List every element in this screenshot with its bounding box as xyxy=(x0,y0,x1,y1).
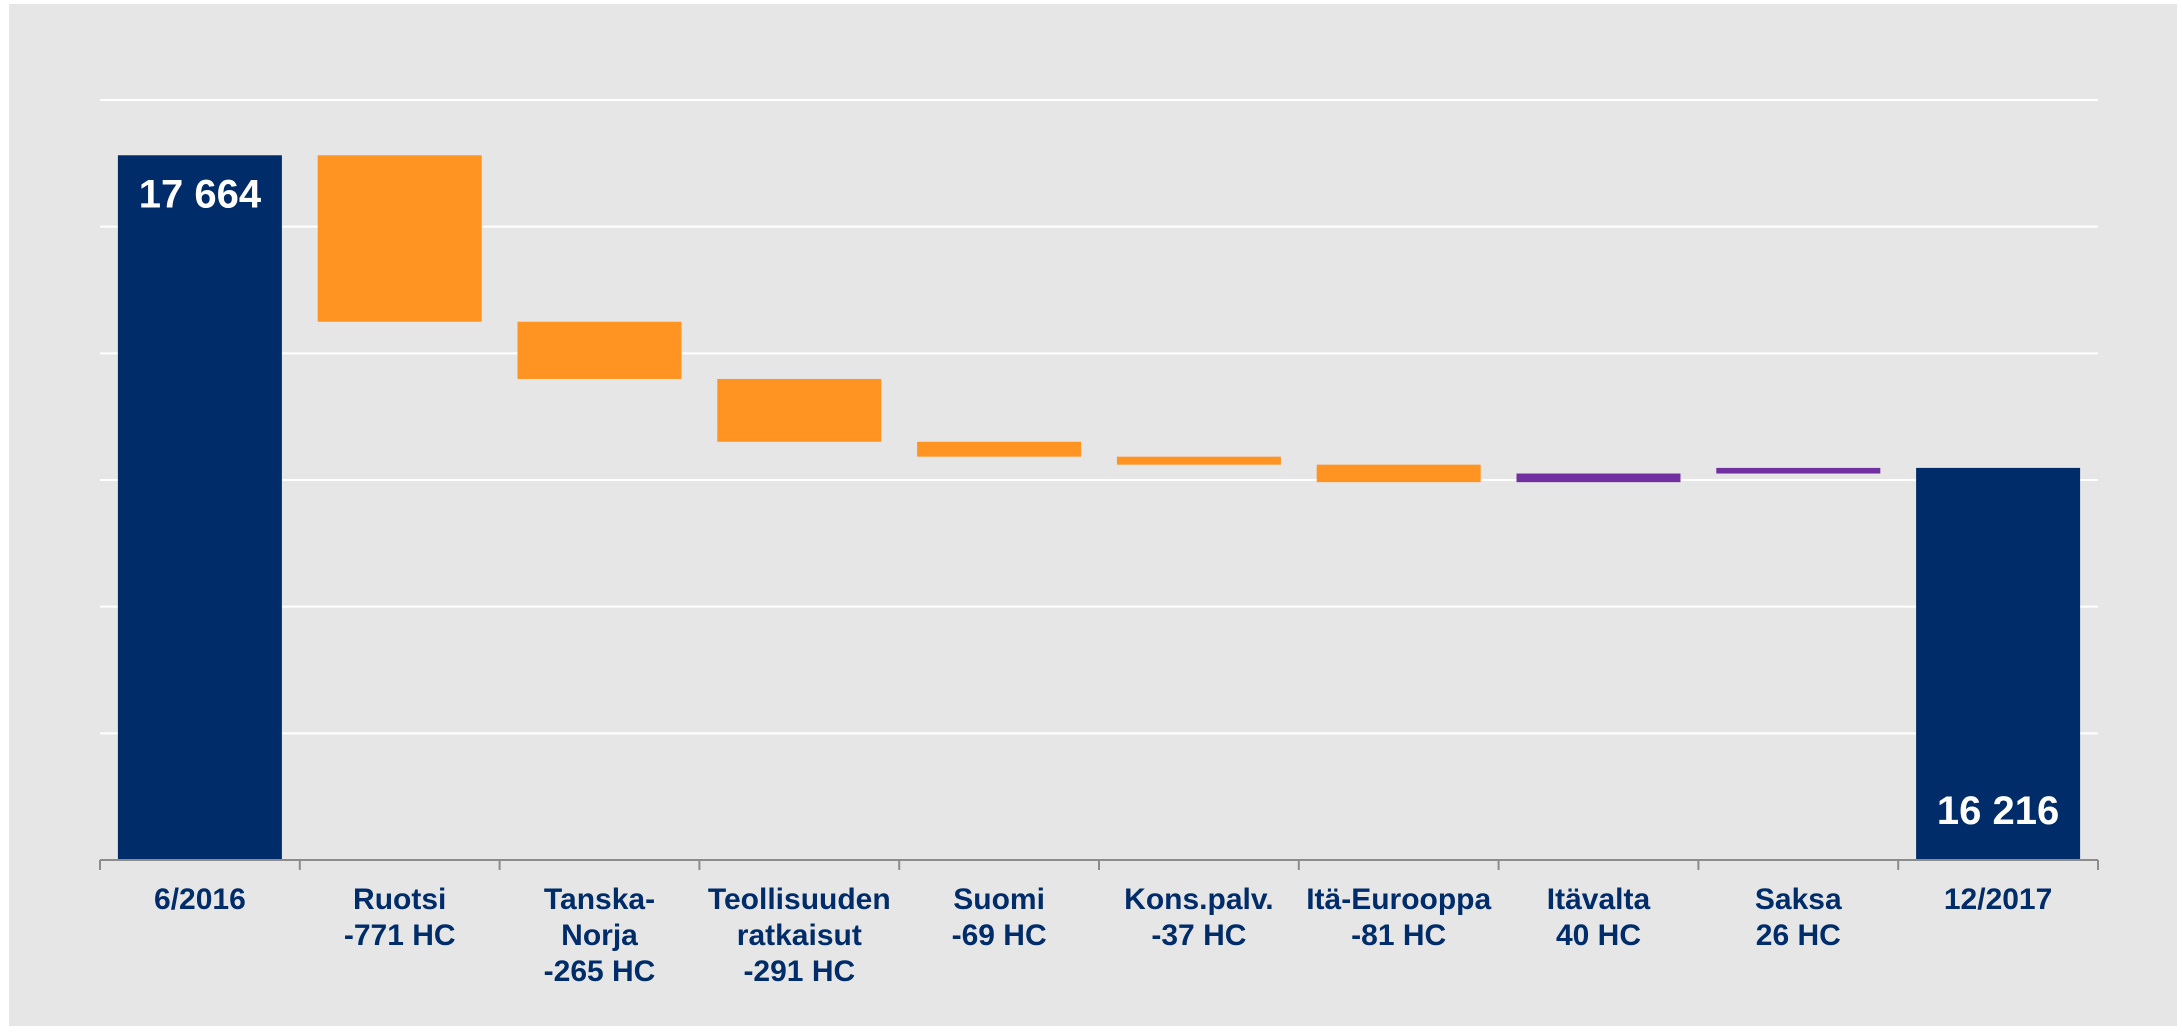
x-tick-label-line: -291 HC xyxy=(743,955,855,988)
x-tick-label-line: -69 HC xyxy=(952,919,1047,952)
x-tick-label: Teollisuuden ratkaisut -291 HC xyxy=(708,883,891,988)
x-tick-label-line: 40 HC xyxy=(1556,919,1641,952)
x-tick-label-line: Suomi xyxy=(953,883,1045,916)
decrease-bar xyxy=(1316,464,1481,483)
x-tick-label: Suomi -69 HC xyxy=(952,883,1047,952)
total-bar xyxy=(1916,467,2081,860)
x-tick-label-line: 26 HC xyxy=(1756,919,1841,952)
x-tick-label: Itä-Eurooppa -81 HC xyxy=(1306,883,1491,952)
x-tick-label: Tanska-Norja -265 HC xyxy=(544,883,656,988)
decrease-bar xyxy=(917,441,1082,457)
total-value-label: 17 664 xyxy=(139,172,262,216)
x-tick-label-line: 12/2017 xyxy=(1944,883,2052,916)
x-tick-label-line: Ruotsi xyxy=(353,883,446,916)
bars xyxy=(117,155,2081,861)
x-tick-label-line: -265 HC xyxy=(544,955,656,988)
decrease-bar xyxy=(517,321,682,379)
labels: 17 664 16 216 6/2016 Ruotsi -771 HC Tanska-No… xyxy=(139,172,2060,988)
x-tick-label: 6/2016 xyxy=(154,883,246,916)
x-tick-label: Ruotsi -771 HC xyxy=(344,883,456,952)
x-tick-label-line: Norja xyxy=(561,919,638,952)
gridlines xyxy=(100,99,2098,735)
decrease-bar xyxy=(717,378,882,442)
x-tick-label: Kons.palv. -37 HC xyxy=(1124,883,1273,952)
x-tick-label-line: Teollisuuden xyxy=(708,883,891,916)
x-tick-label: Itävalta 40 HC xyxy=(1547,883,1651,952)
decrease-bar xyxy=(317,155,482,322)
x-axis xyxy=(99,859,2099,870)
x-tick-label-line: -771 HC xyxy=(344,919,456,952)
x-tick-label-line: 6/2016 xyxy=(154,883,246,916)
increase-bar xyxy=(1516,473,1681,483)
total-value-label: 16 216 xyxy=(1937,789,2059,833)
decrease-bar xyxy=(1116,456,1281,465)
x-tick-label: Saksa 26 HC xyxy=(1755,883,1842,952)
x-tick-label-line: Itävalta xyxy=(1547,883,1651,916)
x-tick-label-line: Saksa xyxy=(1755,883,1842,916)
x-tick-label-line: Kons.palv. xyxy=(1124,883,1273,916)
increase-bar xyxy=(1716,467,1881,474)
x-tick-label: 12/2017 xyxy=(1944,883,2052,916)
x-tick-label-line: -37 HC xyxy=(1151,919,1246,952)
total-bar xyxy=(117,155,282,861)
x-tick-label-line: ratkaisut xyxy=(737,919,862,952)
x-tick-label-line: -81 HC xyxy=(1351,919,1446,952)
x-tick-label-line: Tanska- xyxy=(544,883,655,916)
x-tick-label-line: Itä-Eurooppa xyxy=(1306,883,1491,916)
